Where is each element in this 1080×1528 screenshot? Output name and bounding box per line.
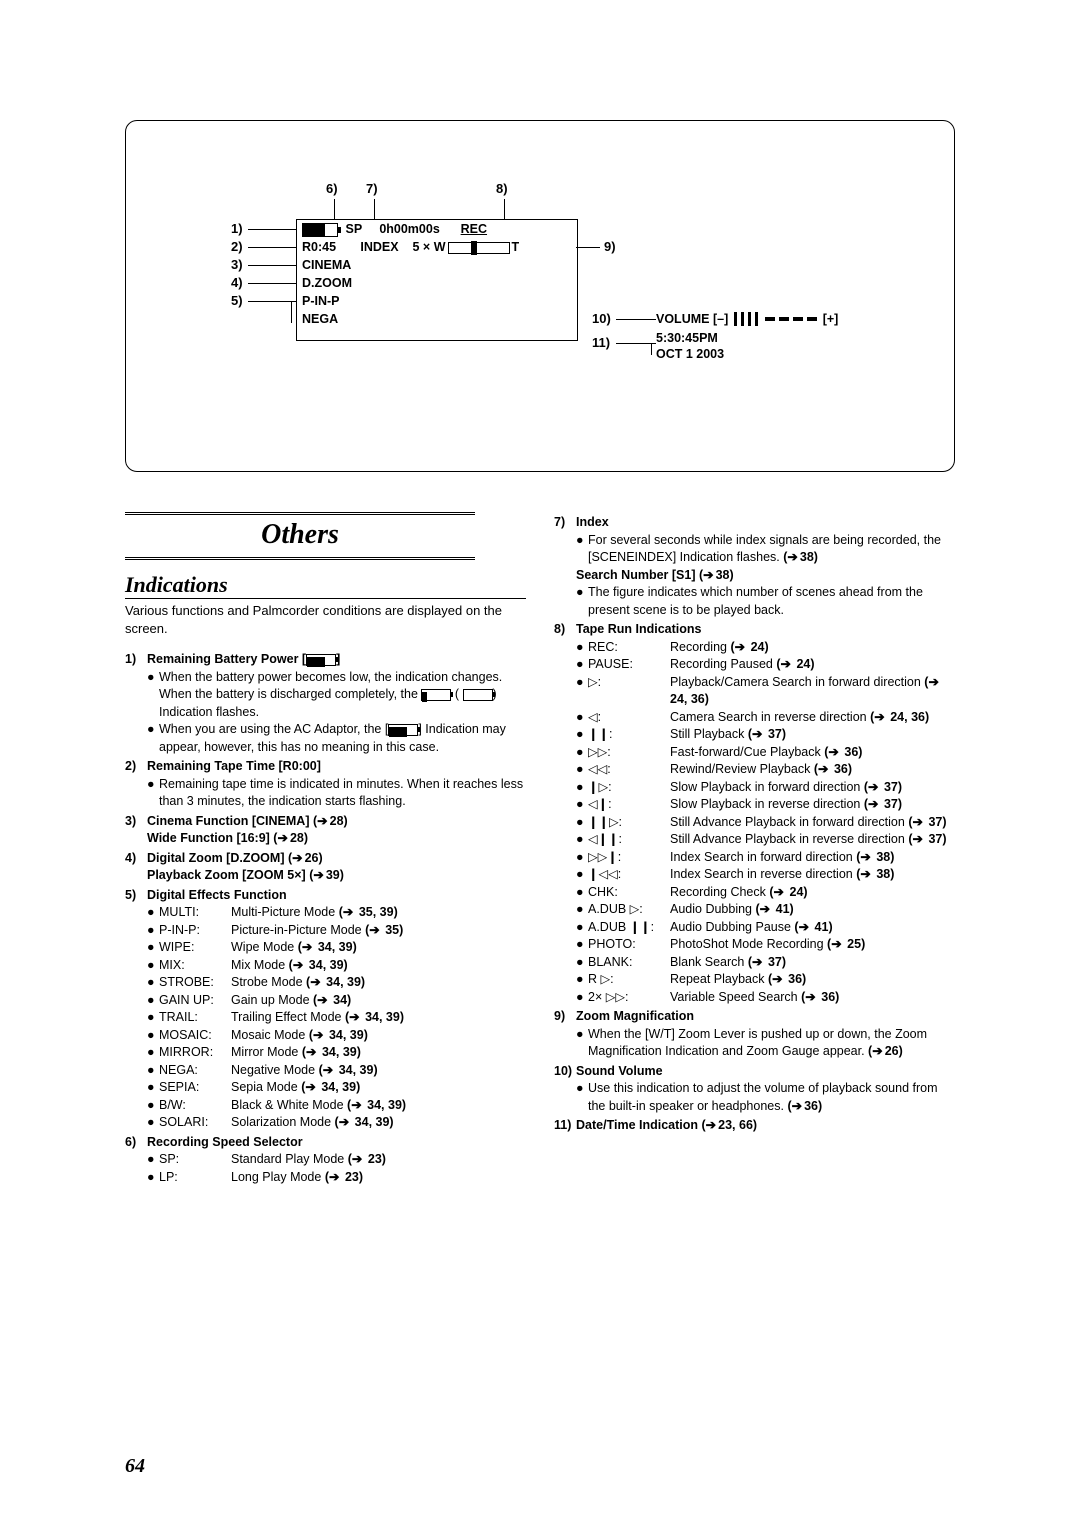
def-row: ●LP:Long Play Mode ( 23) [147,1169,526,1187]
def-row: ●PAUSE:Recording Paused ( 24) [576,656,955,674]
vol-time: 5:30:45PM [656,331,718,345]
zoom-label: 5 × [412,240,430,254]
pinp-label: P-IN-P [302,294,340,308]
intro-text: Various functions and Palmcorder conditi… [125,602,526,637]
def-row: ●◁:Camera Search in reverse direction ( … [576,709,955,727]
def-row: ●BLANK:Blank Search ( 37) [576,954,955,972]
lcd-box: SP 0h00m00s REC R0:45 INDEX 5 × W T CINEM… [296,219,578,341]
diagram-area: 6) 7) 8) 1) 2) 3) 4) 5) 9) SP [125,120,955,472]
right-column: 7)Index ● For several seconds while inde… [554,512,955,1186]
def-row: ●A.DUB ❙❙:Audio Dubbing Pause ( 41) [576,919,955,937]
def-row: ●SOLARI:Solarization Mode ( 34, 39) [147,1114,526,1132]
volume-minus: [–] [713,312,728,326]
cinema-label: CINEMA [302,258,351,272]
lcd-battery-row: SP 0h00m00s REC [302,222,487,237]
item-3: 3) Cinema Function [CINEMA] (28) Wide Fu… [125,813,526,848]
dzoom-label: D.ZOOM [302,276,352,290]
def-row: ●B/W:Black & White Mode ( 34, 39) [147,1097,526,1115]
item-9: 9)Zoom Magnification ● When the [W/T] Zo… [554,1008,955,1061]
index-label: INDEX [360,240,398,254]
def-row: ●2× ▷▷:Variable Speed Search ( 36) [576,989,955,1007]
def-row: ●◁❙❙:Still Advance Playback in reverse d… [576,831,955,849]
def-row: ●❙▷:Slow Playback in forward direction (… [576,779,955,797]
def-row: ●❙❙▷:Still Advance Playback in forward d… [576,814,955,832]
volume-plus: [+] [823,312,839,326]
vol-date: OCT 1 2003 [656,347,724,361]
def-row: ●▷▷:Fast-forward/Cue Playback ( 36) [576,744,955,762]
rec-label: REC [461,222,487,236]
def-row: ●CHK:Recording Check ( 24) [576,884,955,902]
callout-11: 11) [592,335,610,350]
callout-4: 4) [231,275,243,290]
def-row: ●NEGA:Negative Mode ( 34, 39) [147,1062,526,1080]
def-row: ●SEPIA:Sepia Mode ( 34, 39) [147,1079,526,1097]
time-label: 0h00m00s [379,222,439,236]
battery-icon [302,223,338,237]
def-row: ●◁◁:Rewind/Review Playback ( 36) [576,761,955,779]
def-row: ●TRAIL:Trailing Effect Mode ( 34, 39) [147,1009,526,1027]
def-row: ●▷:Playback/Camera Search in forward dir… [576,674,955,709]
w-label: W [434,240,446,254]
nega-label: NEGA [302,312,338,326]
item-6: 6)Recording Speed Selector ●SP:Standard … [125,1134,526,1187]
def-row: ●P-IN-P:Picture-in-Picture Mode ( 35) [147,922,526,940]
callout-6: 6) [326,181,338,196]
def-row: ●▷▷❙:Index Search in forward direction (… [576,849,955,867]
def-row: ●❙❙:Still Playback ( 37) [576,726,955,744]
item-5: 5)Digital Effects Function ●MULTI:Multi-… [125,887,526,1132]
callout-5: 5) [231,293,243,308]
item-10: 10)Sound Volume ● Use this indication to… [554,1063,955,1116]
def-row: ●MULTI:Multi-Picture Mode ( 35, 39) [147,904,526,922]
lcd-row2: R0:45 INDEX 5 × W T [302,240,519,254]
def-row: ●◁❙:Slow Playback in reverse direction (… [576,796,955,814]
indications-title: Indications [125,572,526,599]
volume-row: VOLUME [–] [+] [656,311,838,326]
item-4: 4) Digital Zoom [D.ZOOM] (26) Playback Z… [125,850,526,885]
volume-box: VOLUME [–] [+] 5:30:45PM OCT 1 2003 [656,311,916,371]
item-7: 7)Index ● For several seconds while inde… [554,514,955,619]
r045-label: R0:45 [302,240,336,254]
def-row: ●MIRROR:Mirror Mode ( 34, 39) [147,1044,526,1062]
def-row: ●PHOTO:PhotoShot Mode Recording ( 25) [576,936,955,954]
callout-7: 7) [366,181,378,196]
callout-1: 1) [231,221,243,236]
callout-9: 9) [604,239,616,254]
t-label: T [512,240,520,254]
sp-label: SP [345,222,361,236]
def-row: ●MIX:Mix Mode ( 34, 39) [147,957,526,975]
item-11: 11) Date/Time Indication (23, 66) [554,1117,955,1135]
callout-2: 2) [231,239,243,254]
volume-label: VOLUME [656,312,709,326]
def-row: ●REC:Recording ( 24) [576,639,955,657]
def-row: ●STROBE:Strobe Mode ( 34, 39) [147,974,526,992]
def-row: ●GAIN UP:Gain up Mode ( 34) [147,992,526,1010]
def-row: ●A.DUB ▷:Audio Dubbing ( 41) [576,901,955,919]
callout-10: 10) [592,311,611,326]
page-number: 64 [125,1455,145,1478]
callout-3: 3) [231,257,243,272]
item-2: 2)Remaining Tape Time [R0:00] ●Remaining… [125,758,526,811]
callout-8: 8) [496,181,508,196]
left-column: Others Indications Various functions and… [125,512,526,1186]
item-1: 1) Remaining Battery Power [] ● When the… [125,651,526,756]
def-row: ●WIPE:Wipe Mode ( 34, 39) [147,939,526,957]
def-row: ●SP:Standard Play Mode ( 23) [147,1151,526,1169]
def-row: ●R ▷:Repeat Playback ( 36) [576,971,955,989]
others-title: Others [125,512,475,560]
def-row: ●❙◁◁:Index Search in reverse direction (… [576,866,955,884]
page: 6) 7) 8) 1) 2) 3) 4) 5) 9) SP [0,0,1080,1528]
item-8: 8)Tape Run Indications ●REC:Recording ( … [554,621,955,1006]
def-row: ●MOSAIC:Mosaic Mode ( 34, 39) [147,1027,526,1045]
content-columns: Others Indications Various functions and… [125,512,955,1186]
